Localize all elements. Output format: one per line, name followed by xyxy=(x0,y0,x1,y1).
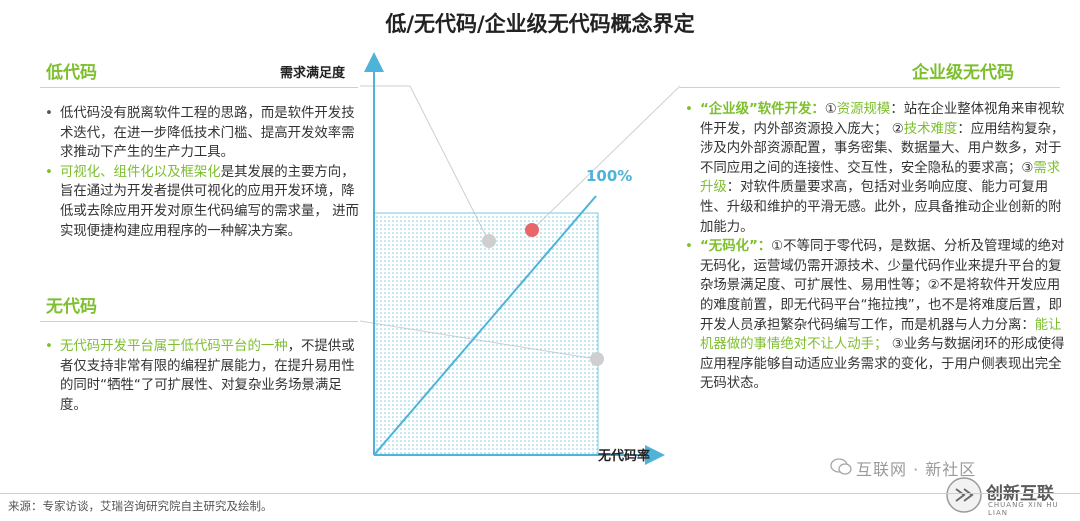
text-codeless-2: ③业务与数据闭环的形成使得应用程序能够自动适应业务需求的变化，于用户侧表现出完全… xyxy=(700,337,1065,392)
brand-logo-en: CHUANG XIN HU LIAN xyxy=(988,501,1059,517)
low-code-bullet-2-text: 是其发展的主要方向，旨在通过为开发者提供可视化的应用开发环境，降低或去除应用开发… xyxy=(60,164,359,239)
footer-divider xyxy=(0,493,1080,494)
no-code-dot xyxy=(590,352,604,366)
y-axis-label: 需求满足度 xyxy=(280,65,346,81)
keyword-tech-difficulty: 技术难度 xyxy=(903,121,958,137)
low-code-heading: 低代码 xyxy=(46,63,97,83)
no-code-heading: 无代码 xyxy=(46,297,97,317)
enterprise-bullet-1-label: “企业级”软件开发： xyxy=(700,102,825,117)
marker-1: ① xyxy=(824,102,837,117)
no-code-bullets: 无代码开发平台属于低代码平台的一种，不提供或者仅支持非常有限的编程扩展能力，在提… xyxy=(40,337,360,415)
keyword-resource-scale: 资源规模 xyxy=(836,102,891,117)
enterprise-dot xyxy=(525,223,539,237)
enterprise-text: “企业级”软件开发：①资源规模：站在企业整体视角来审视软件开发，内外部资源投入庞… xyxy=(680,100,1070,394)
marker-2: ② xyxy=(891,121,904,137)
source-note: 来源：专家访谈，艾瑞咨询研究院自主研究及绘制。 xyxy=(8,499,273,513)
marker-3: ③ xyxy=(1021,160,1034,176)
enterprise-divider xyxy=(680,87,1060,88)
no-code-bullet-1-text: ，不提供或者仅支持非常有限的编程扩展能力，在提升易用性的同时“牺牲“了可扩展性、… xyxy=(60,339,355,413)
no-code-divider xyxy=(40,321,358,322)
text-codeless-1: ①不等同于零代码，是数据、分析及管理域的绝对无码化，运营域仍需开源技术、少量代码… xyxy=(700,239,1065,333)
enterprise-bullet-1: “企业级”软件开发：①资源规模：站在企业整体视角来审视软件开发，内外部资源投入庞… xyxy=(680,100,1070,237)
no-code-bullet-1-highlight: 无代码开发平台属于低代码平台的一种 xyxy=(60,339,288,354)
dotted-region xyxy=(373,212,599,456)
low-code-bullet-1-text: 低代码没有脱离软件工程的思路，而是软件开发技术迭代，在进一步降低技术门槛、提高开… xyxy=(60,106,355,161)
page-title: 低/无代码/企业级无代码概念界定 xyxy=(385,12,695,36)
watermark-text: 互联网 · 新社区 xyxy=(856,460,977,479)
hundred-percent-label: 100% xyxy=(586,167,632,185)
enterprise-bullet-2: “无码化”：①不等同于零代码，是数据、分析及管理域的绝对无码化，运营域仍需开源技… xyxy=(680,237,1070,394)
keyword-demand-upgrade: 需求升级 xyxy=(700,160,1061,196)
enterprise-heading: 企业级无代码 xyxy=(912,63,1014,83)
enterprise-bullet-2-label: “无码化”： xyxy=(700,239,772,255)
wechat-icon xyxy=(830,458,852,475)
x-axis-label: 无代码率 xyxy=(597,448,650,464)
brand-logo-cn: 创新互联 xyxy=(986,484,1054,504)
connector-enterprise xyxy=(531,85,681,231)
low-code-bullets: 低代码没有脱离软件工程的思路，而是软件开发技术迭代，在进一步降低技术门槛、提高开… xyxy=(40,104,360,241)
low-code-divider xyxy=(40,87,358,88)
text-demand-upgrade: ：对软件质量要求高，包括对业务响应度、能力可复用性、升级和维护的平滑无感。此外，… xyxy=(700,180,1062,235)
text-resource-scale: ：站在企业整体视角来审视软件开发，内外部资源投入庞大； xyxy=(700,102,1065,137)
brand-logo-icon xyxy=(946,477,982,513)
low-code-dot xyxy=(482,234,496,248)
low-code-bullet-2-highlight: 可视化、组件化以及框架化 xyxy=(60,164,221,180)
low-code-bullet-2: 可视化、组件化以及框架化是其发展的主要方向，旨在通过为开发者提供可视化的应用开发… xyxy=(40,163,360,241)
hundred-percent-line xyxy=(373,195,597,456)
keyword-machine-human: 能让机器做的事情绝对不让人动手； xyxy=(700,317,1062,353)
no-code-bullet-1: 无代码开发平台属于低代码平台的一种，不提供或者仅支持非常有限的编程扩展能力，在提… xyxy=(40,337,360,415)
low-code-bullet-1: 低代码没有脱离软件工程的思路，而是软件开发技术迭代，在进一步降低技术门槛、提高开… xyxy=(40,104,360,163)
text-tech-difficulty: ：应用结构复杂，涉及内外部资源配置，事务密集、数据量大、用户数多，对于不同应用之… xyxy=(700,121,1065,176)
